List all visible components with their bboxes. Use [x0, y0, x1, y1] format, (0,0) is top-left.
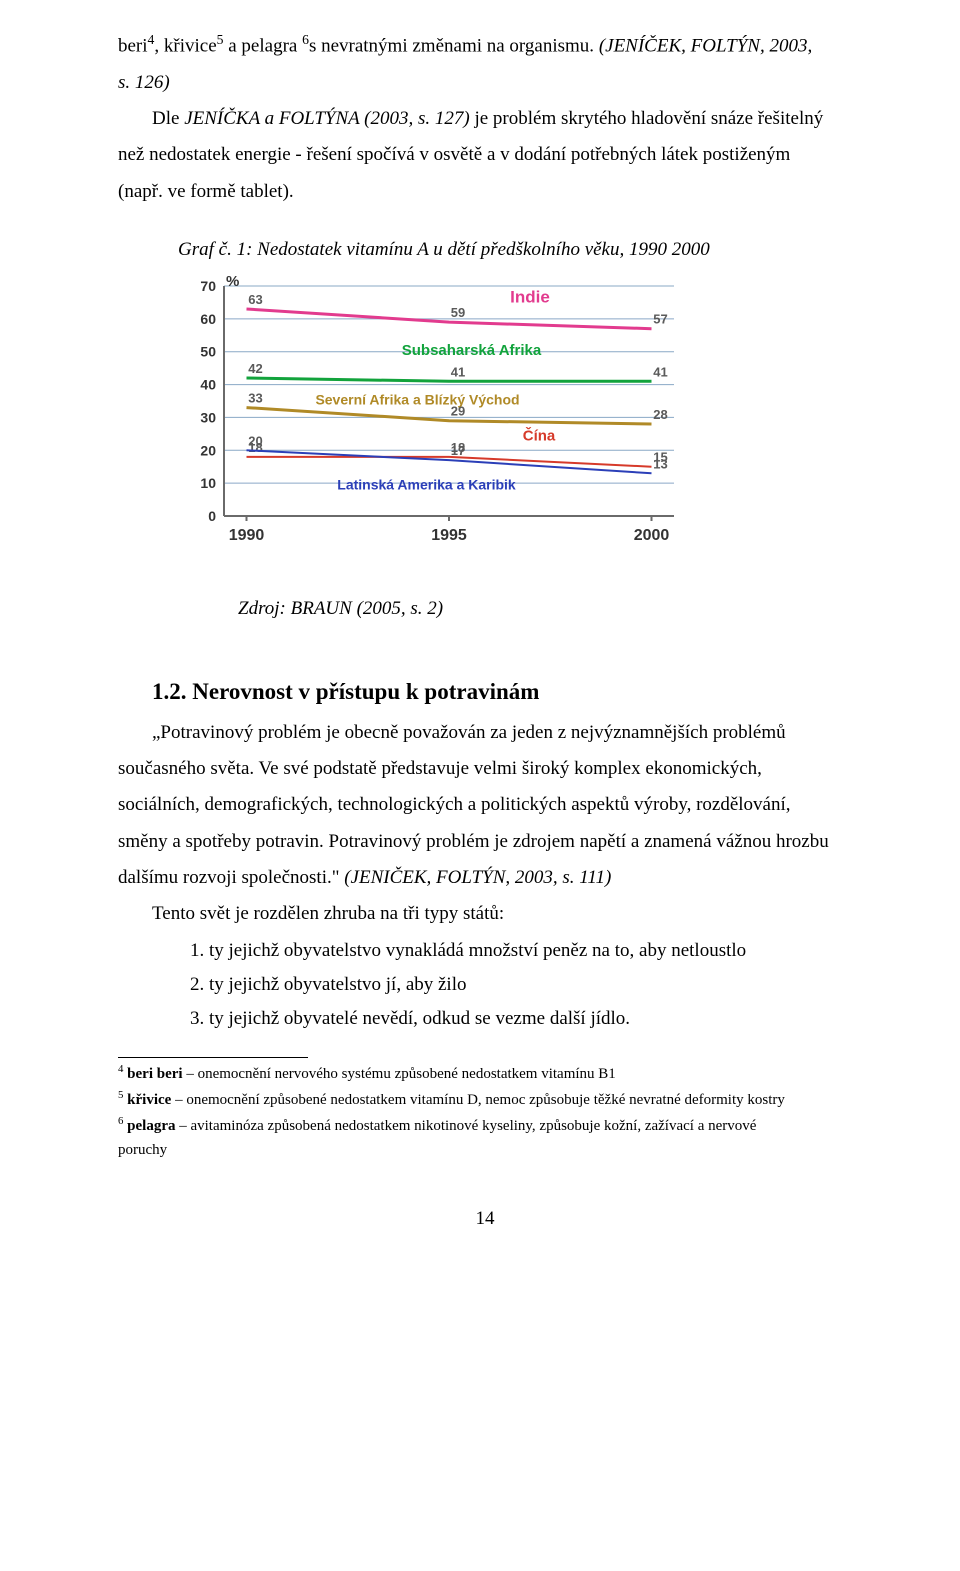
footnotes: 4 beri beri – onemocnění nervového systé… — [118, 1062, 852, 1161]
svg-text:Indie: Indie — [510, 288, 550, 307]
svg-text:%: % — [226, 276, 239, 290]
footnote-rule — [118, 1057, 308, 1058]
body-p1a: „Potravinový problém je obecně považován… — [118, 717, 852, 749]
svg-text:17: 17 — [451, 443, 465, 458]
svg-text:1995: 1995 — [431, 527, 467, 544]
footnote-1: 4 beri beri – onemocnění nervového systé… — [118, 1062, 852, 1086]
top-para-4: než nedostatek energie - řešení spočívá … — [118, 139, 852, 171]
svg-text:29: 29 — [451, 404, 465, 419]
page: beri4, křivice5 a pelagra 6s nevratnými … — [0, 0, 960, 1295]
body-p1d: směny a spotřeby potravin. Potravinový p… — [118, 826, 852, 858]
fn-term: beri beri — [123, 1066, 182, 1082]
svg-text:41: 41 — [653, 364, 667, 379]
footnote-3: 6 pelagra – avitaminóza způsobená nedost… — [118, 1114, 852, 1138]
svg-text:60: 60 — [200, 311, 216, 327]
list-item: 1. ty jejichž obyvatelstvo vynakládá mno… — [190, 935, 852, 967]
section-heading: 1.2. Nerovnost v přístupu k potravinám — [152, 672, 852, 711]
chart-source: Zdroj: BRAUN (2005, s. 2) — [238, 593, 852, 625]
footnote-3b: poruchy — [118, 1140, 852, 1162]
chart-svg: 0 10 20 30 40 50 60 70% 1990 1995 2000 Indie 63 59 57 S… — [178, 276, 688, 556]
chart: 0 10 20 30 40 50 60 70% 1990 1995 2000 Indie 63 59 57 S… — [178, 276, 852, 567]
svg-text:30: 30 — [200, 410, 216, 426]
svg-text:Latinská Amerika a Karibik: Latinská Amerika a Karibik — [337, 477, 516, 493]
svg-text:41: 41 — [451, 364, 465, 379]
body-p1b: současného světa. Ve své podstatě předst… — [118, 753, 852, 785]
svg-text:33: 33 — [248, 391, 262, 406]
svg-text:0: 0 — [208, 508, 216, 524]
svg-text:70: 70 — [200, 278, 216, 294]
footnote-2: 5 křivice – onemocnění způsobené nedosta… — [118, 1088, 852, 1112]
sup: 5 — [217, 32, 224, 47]
top-para-1: beri4, křivice5 a pelagra 6s nevratnými … — [118, 28, 852, 63]
fn-term: křivice — [123, 1092, 171, 1108]
list-item: 2. ty jejichž obyvatelstvo jí, aby žilo — [190, 969, 852, 1001]
state-types-list: 1. ty jejichž obyvatelstvo vynakládá mno… — [190, 935, 852, 1036]
top-para-5: (např. ve formě tablet). — [118, 176, 852, 208]
svg-text:57: 57 — [653, 312, 667, 327]
chart-title: Graf č. 1: Nedostatek vitamínu A u dětí … — [178, 234, 852, 266]
fn-term: pelagra — [123, 1118, 175, 1134]
fn-text: – onemocnění nervového systému způsobené… — [183, 1066, 616, 1082]
svg-text:Čína: Čína — [523, 427, 556, 445]
fn-text: – avitaminóza způsobená nedostatkem niko… — [175, 1118, 756, 1134]
text: s nevratnými změnami na organismu. — [309, 35, 599, 56]
text: Dle — [152, 108, 184, 129]
body-p1e: dalšímu rozvoji společnosti." (JENIČEK, … — [118, 862, 852, 894]
svg-text:50: 50 — [200, 344, 216, 360]
svg-text:2000: 2000 — [634, 527, 670, 544]
svg-text:13: 13 — [653, 456, 667, 471]
citation: (JENIČEK, FOLTÝN, 2003, s. 111) — [344, 867, 611, 888]
svg-text:63: 63 — [248, 292, 262, 307]
svg-text:10: 10 — [200, 475, 216, 491]
svg-text:1990: 1990 — [229, 527, 265, 544]
svg-text:28: 28 — [653, 407, 667, 422]
svg-text:20: 20 — [200, 442, 216, 458]
top-para-3: Dle JENÍČKA a FOLTÝNA (2003, s. 127) je … — [118, 103, 852, 135]
page-number: 14 — [118, 1203, 852, 1235]
body-p2: Tento svět je rozdělen zhruba na tři typ… — [118, 898, 852, 930]
svg-text:20: 20 — [248, 433, 262, 448]
sup: 6 — [302, 32, 309, 47]
text: dalšímu rozvoji společnosti." — [118, 867, 344, 888]
body-p1c: sociálních, demografických, technologick… — [118, 789, 852, 821]
text: je problém skrytého hladovění snáze řeši… — [470, 108, 824, 129]
fn-text: – onemocnění způsobené nedostatkem vitam… — [171, 1092, 785, 1108]
svg-text:Subsaharská Afrika: Subsaharská Afrika — [402, 342, 542, 359]
svg-text:40: 40 — [200, 377, 216, 393]
citation: JENÍČKA a FOLTÝNA (2003, s. 127) — [184, 108, 470, 129]
svg-text:59: 59 — [451, 305, 465, 320]
list-item: 3. ty jejichž obyvatelé nevědí, odkud se… — [190, 1003, 852, 1035]
text: beri — [118, 35, 148, 56]
top-para-2: s. 126) — [118, 67, 852, 99]
svg-text:42: 42 — [248, 361, 262, 376]
text: , křivice — [154, 35, 216, 56]
svg-text:Severní Afrika a Blízký Východ: Severní Afrika a Blízký Východ — [315, 391, 519, 407]
text: a pelagra — [224, 35, 303, 56]
citation: (JENÍČEK, FOLTÝN, 2003, — [599, 35, 812, 56]
